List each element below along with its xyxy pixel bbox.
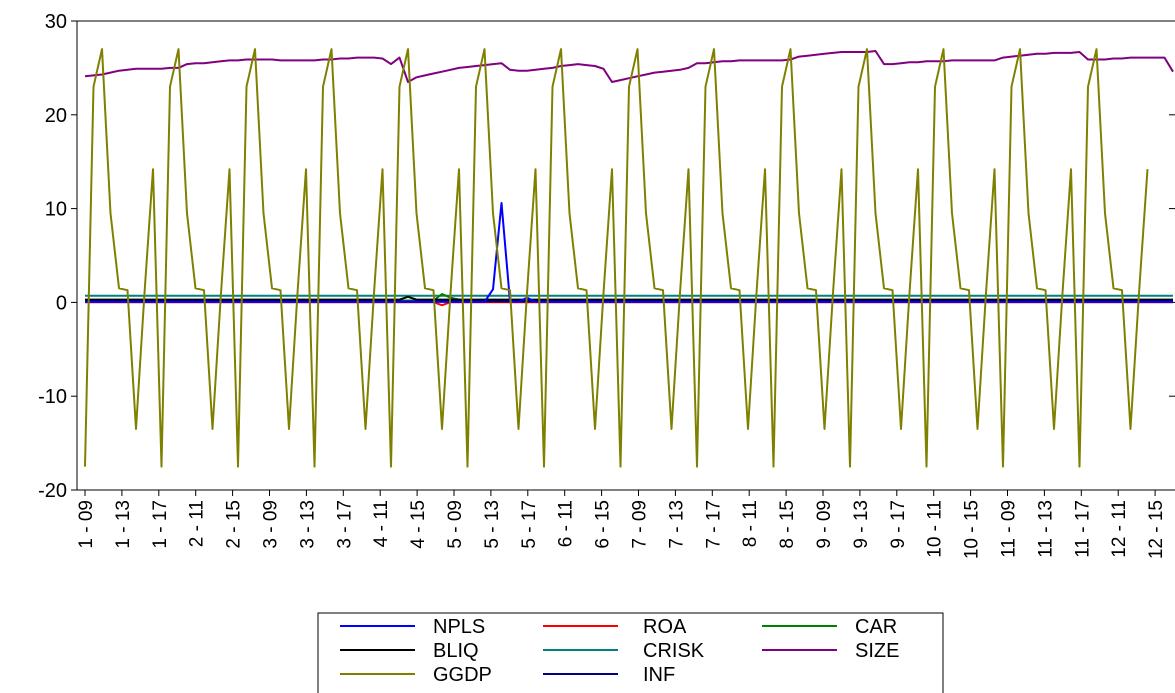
- x-tick-label: 7 - 09: [630, 500, 651, 549]
- x-tick-label: 12 - 15: [1146, 500, 1167, 559]
- x-tick-label: 5 - 09: [445, 500, 466, 549]
- y-tick-label: -20: [38, 480, 67, 502]
- series-line-ggdp: [84, 48, 1149, 468]
- y-tick-label: 20: [45, 105, 67, 127]
- x-tick-label: 5 - 17: [519, 500, 540, 549]
- x-tick-label: 6 - 15: [593, 500, 614, 549]
- y-tick-label: 30: [45, 11, 67, 33]
- series-layer: [84, 48, 1174, 468]
- x-tick-label: 11 - 09: [999, 500, 1020, 558]
- x-tick-label: 8 - 11: [740, 500, 761, 547]
- x-tick-label: 11 - 13: [1035, 500, 1056, 558]
- x-tick-label: 1 - 09: [76, 500, 97, 549]
- y-tick-label: 10: [45, 199, 67, 221]
- x-tick-label: 3 - 09: [261, 500, 282, 549]
- x-tick-label: 4 - 11: [371, 500, 392, 547]
- x-tick-label: 4 - 15: [408, 500, 429, 549]
- y-tick-label: 0: [56, 292, 67, 314]
- series-line-size: [84, 50, 1174, 83]
- plot-frame: [76, 20, 1175, 491]
- y-tick-label: -10: [38, 386, 67, 408]
- legend-label-size: SIZE: [855, 640, 899, 662]
- x-tick-label: 9 - 17: [888, 500, 909, 549]
- x-tick-label: 3 - 17: [334, 500, 355, 549]
- legend-label-crisk: CRISK: [643, 640, 705, 662]
- x-tick-label: 2 - 15: [224, 500, 245, 549]
- x-tick-label: 2 - 11: [187, 500, 208, 547]
- legend-label-car: CAR: [855, 616, 897, 638]
- x-tick-label: 10 - 15: [962, 500, 983, 559]
- x-tick-label: 1 - 13: [113, 500, 134, 549]
- x-axis: 1 - 09 1 - 13 1 - 17 2 - 11 2 - 15 3 - 09 3 - …: [76, 490, 1167, 559]
- x-tick-label: 12 - 11: [1109, 500, 1130, 558]
- x-tick-label: 7 - 13: [666, 500, 687, 549]
- legend-label-roa: ROA: [643, 616, 687, 638]
- x-tick-label: 9 - 09: [814, 500, 835, 549]
- legend-label-ggdp: GGDP: [433, 664, 492, 686]
- series-line-npls: [85, 202, 1173, 303]
- legend-label-inf: INF: [643, 664, 675, 686]
- x-tick-label: 3 - 13: [297, 500, 318, 549]
- x-tick-label: 5 - 13: [482, 500, 503, 549]
- series-line-bliq: [85, 295, 1173, 301]
- legend-box: [317, 612, 944, 693]
- legend-label-bliq: BLIQ: [433, 640, 479, 662]
- x-tick-label: 1 - 17: [150, 500, 171, 549]
- x-tick-label: 9 - 13: [851, 500, 872, 549]
- x-tick-label: 11 - 17: [1072, 500, 1093, 558]
- x-tick-label: 10 - 11: [925, 500, 946, 558]
- x-tick-label: 8 - 15: [777, 500, 798, 549]
- x-tick-label: 6 - 11: [556, 500, 577, 547]
- legend-label-npls: NPLS: [433, 616, 485, 638]
- plot-border: [76, 20, 1175, 491]
- legend: NPLS ROA CAR BLIQ CRISK SIZE GGDP INF: [317, 612, 944, 693]
- x-tick-label: 7 - 17: [703, 500, 724, 549]
